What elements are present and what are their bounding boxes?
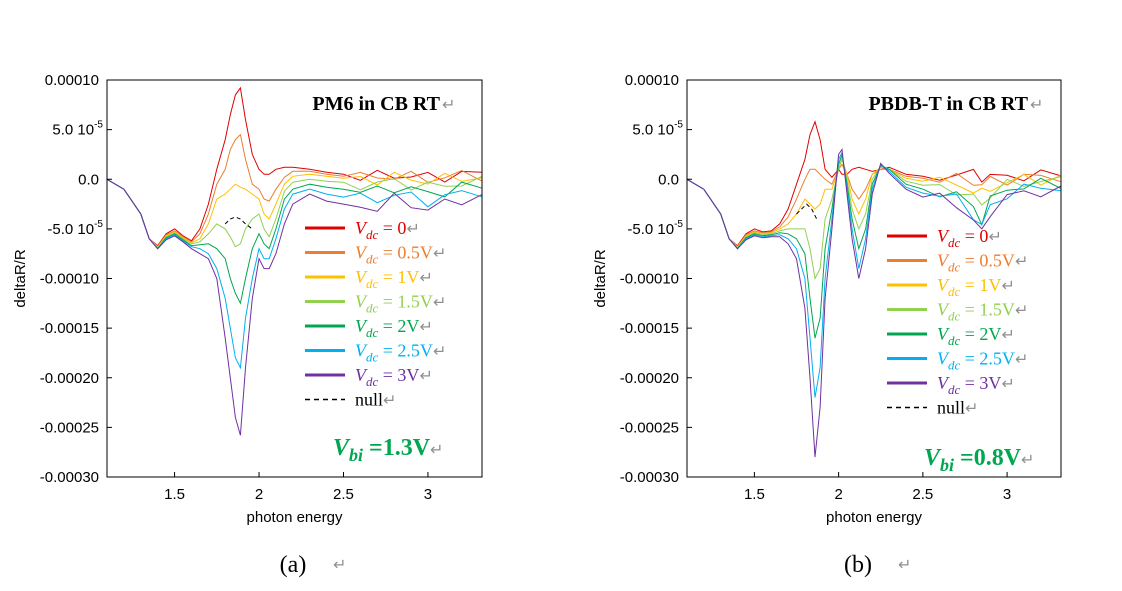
series-line-7 [686,148,1062,458]
y-tick-label: -0.00030 [620,469,679,486]
x-tick-label: 3 [1003,486,1011,503]
chart-title: PBDB-T in CB RT [868,93,1028,115]
legend-entry-8: null↵ [937,398,978,418]
return-mark: ↵ [442,95,455,114]
series-line-5 [686,154,1062,339]
panel-caption-a: (a) [280,552,307,578]
series-line-2 [106,133,483,248]
caption-return-mark: ↵ [898,555,911,574]
legend-entry-2: Vdc = 0.5V↵ [355,243,446,267]
panel-caption-b: (b) [844,552,872,578]
legend-entry-6: Vdc = 2.5V↵ [937,349,1028,373]
y-tick-label: 0.0 [78,171,99,188]
x-tick-label: 2.5 [333,486,354,503]
legend-entry-4: Vdc = 1.5V↵ [937,300,1028,324]
series-line-6 [106,178,483,370]
legend-entry-7: Vdc = 3V↵ [937,373,1015,397]
series-line-4 [106,175,483,249]
legend-entry-7: Vdc = 3V↵ [355,365,433,389]
y-tick-label: -0.00030 [40,469,99,486]
legend-entry-2: Vdc = 0.5V↵ [937,251,1028,275]
y-tick-label: -5.0 10-5 [47,219,103,238]
series-line-2 [686,163,1062,248]
legend-entry-4: Vdc = 1.5V↵ [355,292,446,316]
y-tick-exponent: -5 [94,219,103,230]
series-line-7 [106,178,483,436]
x-tick-label: 2.5 [912,486,933,503]
y-tick-label: 0.0 [658,171,679,188]
x-axis-label: photon energy [247,509,343,526]
y-tick-label: -0.00015 [40,320,99,337]
series-line-6 [686,150,1062,398]
vbi-annotation: Vbi =0.8V↵ [924,445,1034,475]
y-tick-label: -0.00015 [620,320,679,337]
x-tick-label: 1.5 [744,486,765,503]
y-tick-label: -0.00025 [620,419,679,436]
series-line-1 [686,120,1062,247]
chart-panel-b: 0.00010 5.0 10-5 0.0 -5.0 10-5 -0.00010 -0.00… [592,72,1062,526]
x-tick-label: 3 [424,486,432,503]
x-axis-label: photon energy [826,509,922,526]
legend: Vdc = 0↵Vdc = 0.5V↵Vdc = 1V↵Vdc = 1.5V↵V… [305,218,446,410]
y-tick-label: 5.0 10-5 [52,120,103,139]
series-line-1 [106,86,483,247]
y-tick-label: -5.0 10-5 [627,219,683,238]
series-line-8 [796,203,818,220]
y-tick-label: -0.00010 [40,271,99,288]
y-tick-exponent: -5 [674,219,683,230]
y-tick-exponent: -5 [94,120,103,131]
series-line-8 [224,216,253,230]
legend-entry-1: Vdc = 0↵ [937,226,1002,250]
x-tick-label: 2 [255,486,263,503]
legend-entry-8: null↵ [355,390,396,410]
return-mark: ↵ [1030,95,1043,114]
caption-return-mark: ↵ [333,555,346,574]
y-tick-label: 0.00010 [625,72,679,89]
legend-entry-3: Vdc = 1V↵ [937,275,1015,299]
y-tick-label: 5.0 10-5 [632,120,683,139]
x-tick-label: 2 [834,486,842,503]
legend-entry-5: Vdc = 2V↵ [937,324,1015,348]
y-tick-label: -0.00020 [620,370,679,387]
series-line-5 [106,178,483,305]
y-tick-label: -0.00025 [40,419,99,436]
vbi-annotation: Vbi =1.3V↵ [333,435,443,465]
legend-entry-1: Vdc = 0↵ [355,218,420,242]
series-line-4 [686,157,1062,281]
y-tick-label: -0.00020 [40,370,99,387]
y-tick-label: -0.00010 [620,271,679,288]
y-tick-label: 0.00010 [45,72,99,89]
legend-entry-5: Vdc = 2V↵ [355,316,433,340]
y-axis-label: deltaR/R [592,249,609,308]
x-tick-label: 1.5 [164,486,185,503]
chart-panel-a: 0.00010 5.0 10-5 0.0 -5.0 10-5 -0.00010 -0.00… [12,72,483,526]
series-line-3 [686,157,1062,248]
legend-entry-6: Vdc = 2.5V↵ [355,341,446,365]
y-tick-exponent: -5 [674,120,683,131]
y-axis-label: deltaR/R [12,249,29,308]
legend-entry-3: Vdc = 1V↵ [355,267,433,291]
legend: Vdc = 0↵Vdc = 0.5V↵Vdc = 1V↵Vdc = 1.5V↵V… [887,226,1028,418]
chart-title: PM6 in CB RT [312,93,440,115]
